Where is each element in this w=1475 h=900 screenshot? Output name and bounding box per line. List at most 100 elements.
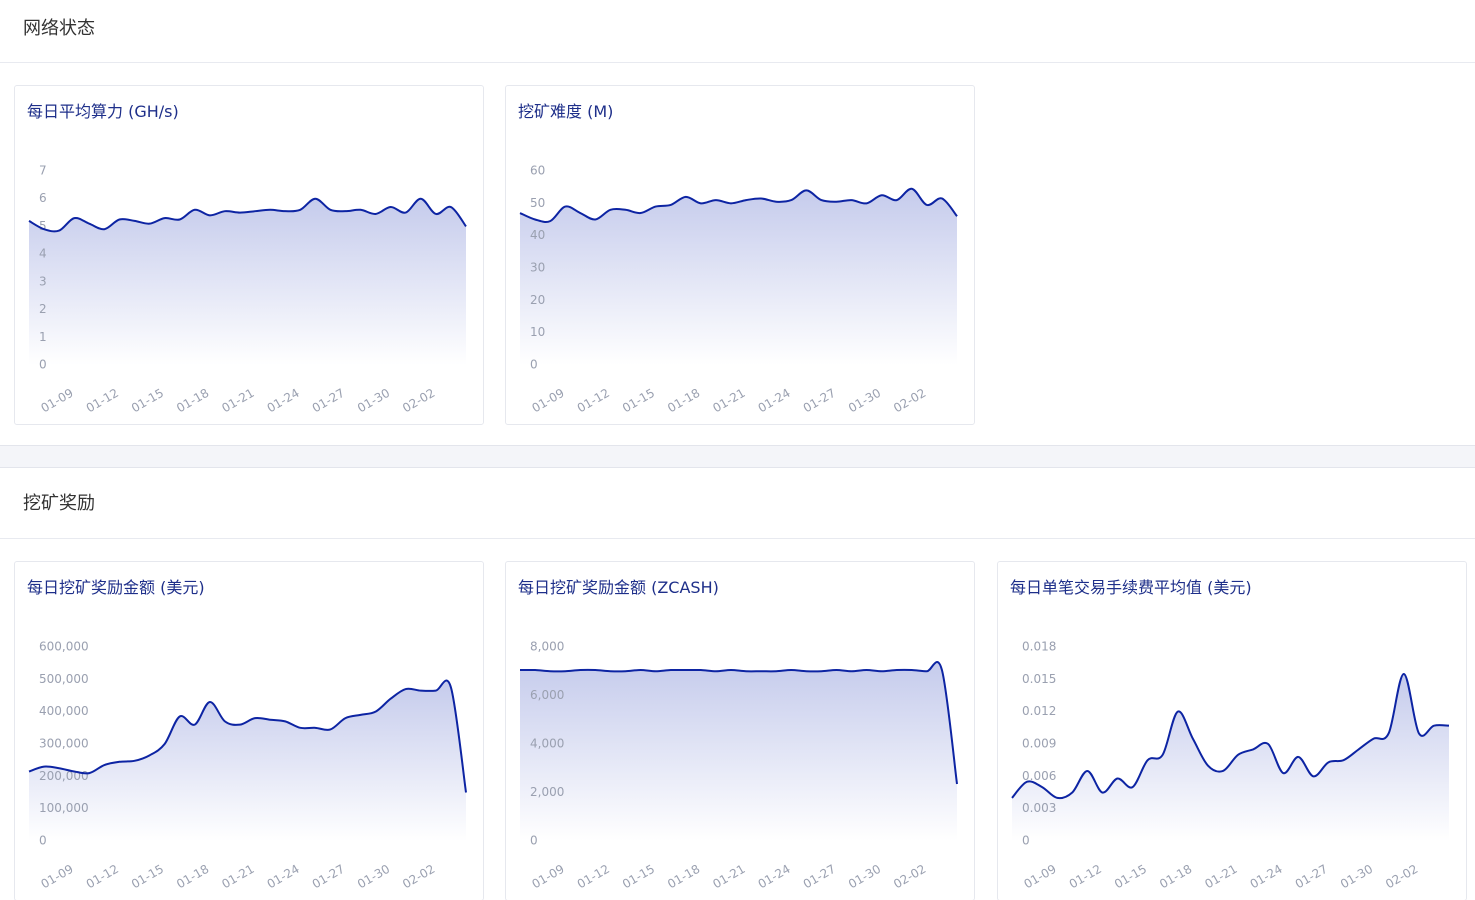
y-tick-label: 1 [39,330,47,344]
y-tick-label: 2,000 [530,785,564,799]
x-tick-label: 01-15 [129,862,166,892]
x-tick-label: 02-02 [891,386,928,416]
x-tick-label: 01-15 [129,386,166,416]
y-tick-label: 40 [530,228,545,242]
chart-card: 每日挖矿奖励金额 (美元) 0 100,000 200,000 300,000 400,0… [14,561,484,900]
x-tick-label: 01-30 [355,862,392,892]
x-tick-label: 01-09 [39,862,76,892]
x-tick-label: 02-02 [891,862,928,892]
x-tick-label: 01-24 [265,862,302,892]
x-tick-label: 01-18 [174,862,211,892]
y-tick-label: 50 [530,196,545,210]
chart-card: 每日平均算力 (GH/s) 0 1 2 3 4 5 6 7 01-09 01-12 01-15 01-1… [14,85,484,425]
x-tick-label: 01-24 [756,386,793,416]
chart: 每日单笔交易手续费平均值 (美元) 0 0.003 0.006 0.009 0.012 0.… [1010,578,1450,892]
y-tick-label: 6,000 [530,688,564,702]
x-tick-label: 01-09 [530,862,567,892]
x-tick-label: 01-09 [530,386,567,416]
x-tick-label: 01-15 [1112,862,1149,892]
y-tick-label: 20 [530,293,545,307]
y-tick-label: 0.012 [1022,704,1056,718]
line [519,187,958,223]
x-tick-label: 01-30 [846,862,883,892]
y-tick-label: 0 [1022,834,1030,848]
line [1011,672,1450,800]
line [28,197,467,233]
y-tick-label: 2 [39,302,47,316]
x-tick-label: 02-02 [1383,862,1420,892]
y-tick-label: 0.018 [1022,640,1056,654]
section-title: 挖矿奖励 [0,468,1475,539]
x-tick-label: 01-27 [310,862,347,892]
y-tick-label: 200,000 [39,769,89,783]
x-tick-label: 01-30 [846,386,883,416]
x-tick-label: 01-24 [1248,862,1285,892]
x-tick-label: 01-27 [801,862,838,892]
y-tick-label: 6 [39,191,47,205]
x-tick-label: 02-02 [400,862,437,892]
x-tick-label: 01-21 [1202,862,1239,892]
chart-row: 每日挖矿奖励金额 (美元) 0 100,000 200,000 300,000 400,0… [0,539,1475,900]
y-tick-label: 100,000 [39,801,89,815]
chart-title: 每日单笔交易手续费平均值 (美元) [1010,578,1252,597]
x-tick-label: 01-12 [84,862,121,892]
x-tick-label: 01-18 [665,862,702,892]
x-tick-label: 01-09 [39,386,76,416]
chart-title: 每日挖矿奖励金额 (ZCASH) [518,578,719,597]
chart: 每日平均算力 (GH/s) 0 1 2 3 4 5 6 7 01-09 01-12 01-15 01-1… [27,102,467,416]
x-tick-label: 01-30 [355,386,392,416]
x-tick-label: 01-24 [756,862,793,892]
x-tick-label: 01-09 [1022,862,1059,892]
y-tick-label: 0.015 [1022,672,1056,686]
x-tick-label: 01-24 [265,386,302,416]
area [520,661,957,841]
x-tick-label: 01-30 [1338,862,1375,892]
x-tick-label: 01-27 [801,386,838,416]
chart-title: 每日平均算力 (GH/s) [27,102,179,121]
line [519,661,958,785]
chart: 每日挖矿奖励金额 (ZCASH) 0 2,000 4,000 6,000 8,000 01-… [518,578,958,892]
y-tick-label: 300,000 [39,737,89,751]
y-tick-label: 400,000 [39,704,89,718]
chart-card: 每日单笔交易手续费平均值 (美元) 0 0.003 0.006 0.009 0.012 0.… [997,561,1467,900]
y-tick-label: 0 [530,834,538,848]
x-tick-label: 01-12 [84,386,121,416]
x-tick-label: 01-15 [620,862,657,892]
line [28,679,467,793]
y-tick-label: 10 [530,325,545,339]
x-tick-label: 01-21 [219,862,256,892]
x-tick-label: 01-27 [310,386,347,416]
separator [0,445,1475,468]
chart-card: 挖矿难度 (M) 0 10 20 30 40 50 60 01-09 01-12 01-15 01-1… [505,85,975,425]
x-tick-label: 01-18 [174,386,211,416]
chart-title: 每日挖矿奖励金额 (美元) [27,578,205,597]
chart: 挖矿难度 (M) 0 10 20 30 40 50 60 01-09 01-12 01-15 01-1… [518,102,958,416]
y-tick-label: 0.006 [1022,769,1056,783]
x-tick-label: 01-12 [575,862,612,892]
x-tick-label: 01-18 [665,386,702,416]
section-title: 网络状态 [0,0,1475,63]
x-tick-label: 01-15 [620,386,657,416]
x-tick-label: 01-27 [1293,862,1330,892]
x-tick-label: 01-21 [710,862,747,892]
area [520,188,957,365]
chart: 每日挖矿奖励金额 (美元) 0 100,000 200,000 300,000 400,0… [27,578,467,892]
y-tick-label: 0.009 [1022,737,1056,751]
y-tick-label: 4 [39,247,47,261]
x-tick-label: 01-12 [575,386,612,416]
y-tick-label: 0 [39,358,47,372]
x-tick-label: 01-18 [1157,862,1194,892]
y-tick-label: 0 [39,834,47,848]
y-tick-label: 0.003 [1022,801,1056,815]
y-tick-label: 500,000 [39,672,89,686]
x-tick-label: 01-21 [219,386,256,416]
area [29,198,466,365]
y-tick-label: 5 [39,219,47,233]
y-tick-label: 7 [39,164,47,178]
y-tick-label: 3 [39,274,47,288]
y-tick-label: 600,000 [39,640,89,654]
chart-card: 每日挖矿奖励金额 (ZCASH) 0 2,000 4,000 6,000 8,000 01-… [505,561,975,900]
x-tick-label: 01-21 [710,386,747,416]
y-tick-label: 8,000 [530,640,564,654]
